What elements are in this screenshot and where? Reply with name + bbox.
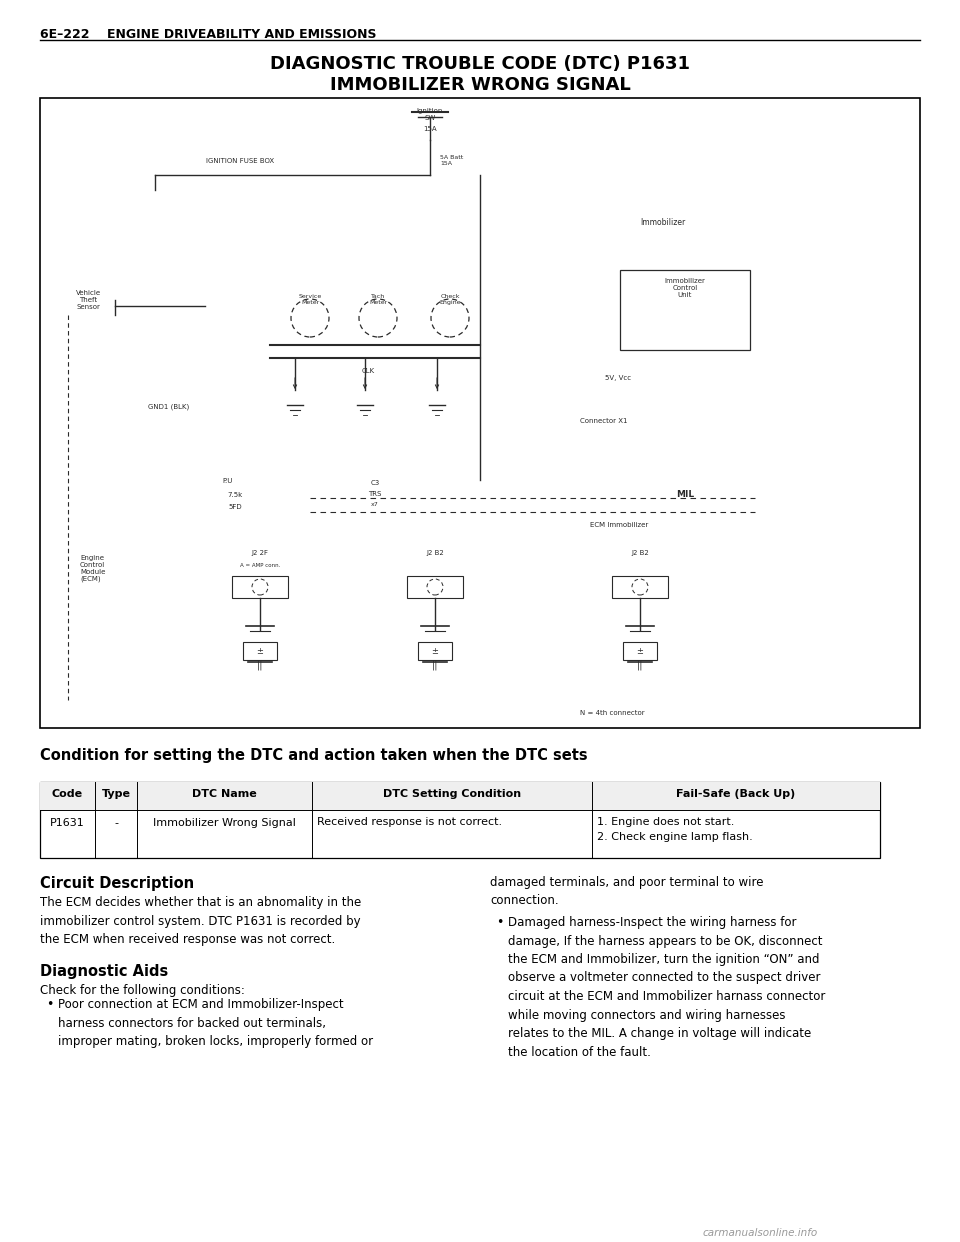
Text: IGNITION FUSE BOX: IGNITION FUSE BOX [206, 158, 274, 164]
Text: TRS: TRS [369, 491, 382, 497]
Text: ECM Immobilizer: ECM Immobilizer [590, 522, 648, 528]
Text: N = 4th connector: N = 4th connector [580, 710, 644, 715]
Text: ||: || [636, 660, 643, 671]
Text: J2 B2: J2 B2 [631, 550, 649, 556]
Text: The ECM decides whether that is an abnomality in the
immobilizer control system.: The ECM decides whether that is an abnom… [40, 895, 361, 946]
Text: IMMOBILIZER WRONG SIGNAL: IMMOBILIZER WRONG SIGNAL [329, 76, 631, 94]
Text: Connector X1: Connector X1 [580, 419, 628, 424]
Text: 5V, Vcc: 5V, Vcc [605, 375, 631, 381]
Bar [407, 576, 463, 597]
Circle shape [431, 299, 469, 337]
Text: P.U: P.U [223, 478, 233, 484]
Text: ||: || [256, 660, 263, 671]
Text: x7: x7 [372, 502, 379, 507]
Bar [623, 642, 657, 660]
Bar [40, 782, 880, 810]
Text: CLK: CLK [361, 368, 374, 374]
Text: ±: ± [432, 647, 439, 656]
Text: Ignition
SW: Ignition SW [417, 108, 444, 120]
Text: damaged terminals, and poor terminal to wire
connection.: damaged terminals, and poor terminal to … [490, 876, 763, 908]
Bar [232, 576, 288, 597]
Text: 15A: 15A [423, 125, 437, 132]
Text: P1631: P1631 [50, 818, 84, 828]
Text: 6E–222    ENGINE DRIVEABILITY AND EMISSIONS: 6E–222 ENGINE DRIVEABILITY AND EMISSIONS [40, 29, 376, 41]
Text: carmanualsonline.info: carmanualsonline.info [703, 1228, 818, 1238]
Text: ±: ± [636, 647, 643, 656]
Bar [418, 642, 452, 660]
Text: Fail-Safe (Back Up): Fail-Safe (Back Up) [677, 789, 796, 799]
Text: Received response is not correct.: Received response is not correct. [317, 817, 502, 827]
Text: 7.5k: 7.5k [228, 492, 243, 498]
Text: Damaged harness-Inspect the wiring harness for
damage, If the harness appears to: Damaged harness-Inspect the wiring harne… [508, 917, 826, 1058]
Text: J2 2F: J2 2F [252, 550, 269, 556]
Text: Poor connection at ECM and Immobilizer-Inspect
harness connectors for backed out: Poor connection at ECM and Immobilizer-I… [58, 999, 373, 1048]
Circle shape [291, 299, 329, 337]
Text: Tach
Meter: Tach Meter [369, 294, 387, 304]
Bar [40, 98, 920, 728]
Circle shape [359, 299, 397, 337]
Text: DTC Name: DTC Name [192, 789, 257, 799]
Text: Check for the following conditions:: Check for the following conditions: [40, 984, 245, 997]
Text: MIL: MIL [676, 491, 694, 499]
Text: Type: Type [102, 789, 131, 799]
Text: •: • [46, 999, 54, 1011]
Text: Vehicle
Theft
Sensor: Vehicle Theft Sensor [76, 289, 101, 310]
Text: ||: || [432, 660, 439, 671]
Bar [612, 576, 668, 597]
Text: DIAGNOSTIC TROUBLE CODE (DTC) P1631: DIAGNOSTIC TROUBLE CODE (DTC) P1631 [270, 55, 690, 73]
Text: Immobilizer: Immobilizer [640, 219, 685, 227]
Text: C3: C3 [371, 479, 379, 486]
Text: Code: Code [52, 789, 84, 799]
Circle shape [252, 579, 268, 595]
Text: 5FD: 5FD [228, 504, 242, 510]
Text: Diagnostic Aids: Diagnostic Aids [40, 964, 168, 979]
Bar [40, 782, 880, 858]
Bar [620, 270, 750, 350]
Text: Immobilizer Wrong Signal: Immobilizer Wrong Signal [153, 818, 296, 828]
Text: Check
Engine: Check Engine [440, 294, 461, 304]
Text: Immobilizer
Control
Unit: Immobilizer Control Unit [664, 278, 706, 298]
Circle shape [632, 579, 648, 595]
Circle shape [427, 579, 443, 595]
Text: -: - [114, 818, 118, 828]
Text: Engine
Control
Module
(ECM): Engine Control Module (ECM) [80, 555, 106, 582]
Text: 1. Engine does not start.
2. Check engine lamp flash.: 1. Engine does not start. 2. Check engin… [597, 817, 753, 842]
Text: Circuit Description: Circuit Description [40, 876, 194, 891]
Bar [243, 642, 277, 660]
Text: •: • [496, 917, 503, 929]
Text: Condition for setting the DTC and action taken when the DTC sets: Condition for setting the DTC and action… [40, 748, 588, 763]
Text: J2 B2: J2 B2 [426, 550, 444, 556]
Text: ±: ± [256, 647, 263, 656]
Text: DTC Setting Condition: DTC Setting Condition [383, 789, 521, 799]
Text: A = AMP conn.: A = AMP conn. [240, 563, 280, 568]
Text: 5A Batt
15A: 5A Batt 15A [440, 155, 464, 165]
Text: GND1 (BLK): GND1 (BLK) [148, 402, 189, 410]
Text: Service
Meter: Service Meter [299, 294, 322, 304]
